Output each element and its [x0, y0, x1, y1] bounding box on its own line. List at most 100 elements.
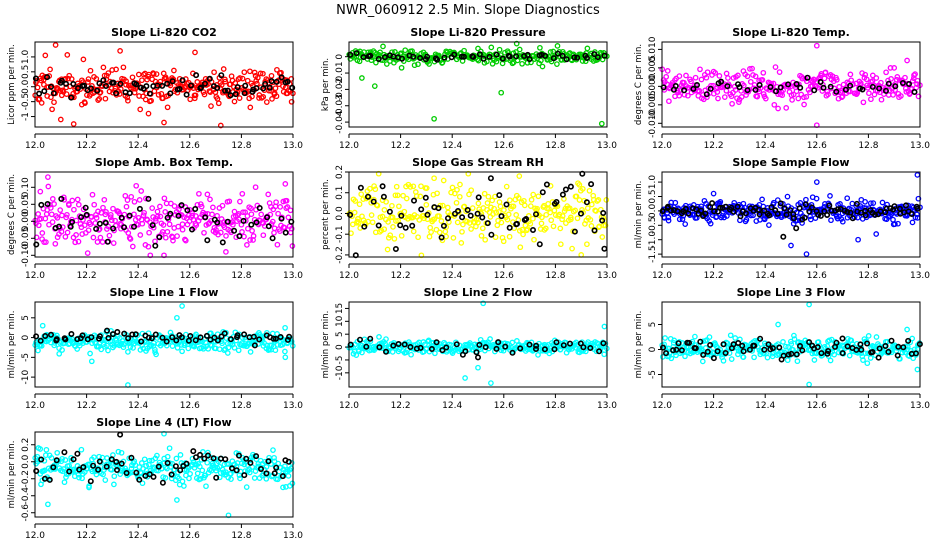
- panel-3-flagged-point: [102, 219, 109, 226]
- panel-1-xtick-label: 12.0: [339, 141, 359, 151]
- panel-3-all-point: [102, 211, 109, 218]
- panel-4-all-point: [492, 234, 499, 241]
- panel-0-flagged-point: [96, 80, 103, 87]
- panel-1-xtick-label: 12.2: [391, 141, 411, 151]
- panel-8-all-point: [720, 357, 727, 364]
- panel-3-points: [32, 174, 296, 259]
- panel-4-all-point: [588, 223, 595, 229]
- panel-2-all-point: [704, 69, 711, 76]
- panel-6-flagged-point: [192, 337, 199, 344]
- panel-9-flagged-point: [233, 467, 240, 474]
- panel-5: Slope Sample Flow 12.0 12.2 12.4 12.6 12.8 13.…: [634, 156, 930, 281]
- panel-7-flagged-point: [580, 344, 587, 351]
- panel-9-all-point: [177, 452, 184, 458]
- panel-5-all-point: [839, 218, 846, 225]
- panel-9-flagged-point: [247, 459, 254, 466]
- panel-6-all-point: [179, 348, 185, 355]
- panel-4-all-point: [551, 207, 558, 214]
- panel-0-flagged-point: [241, 90, 248, 97]
- panel-8-xtick-label: 13.0: [910, 401, 930, 411]
- panel-9-all-point: [154, 452, 160, 459]
- panel-0-xtick-label: 12.0: [25, 141, 45, 151]
- panel-1-flagged-point: [360, 54, 367, 61]
- panel-3-ytick-label: -0.10: [21, 243, 31, 267]
- panel-5-all-point: [844, 195, 851, 202]
- panel-4-flagged-point: [591, 227, 598, 234]
- panel-4-all-point: [410, 183, 417, 190]
- panel-4-flagged-point: [424, 211, 431, 218]
- panel-6-all-point: [224, 350, 231, 356]
- panel-4-all-point: [579, 186, 586, 192]
- panel-3-flagged-point: [121, 224, 128, 231]
- panel-5-all-point: [879, 199, 886, 206]
- panel-9-all-point: [162, 475, 169, 481]
- panel-5-all-point: [855, 236, 861, 243]
- panel-0-flagged-point: [133, 81, 140, 88]
- panel-6-flagged-point: [227, 336, 234, 343]
- panel-3-all-point: [72, 239, 79, 246]
- panel-8-flagged-point: [869, 348, 876, 355]
- panel-4-all-point: [396, 203, 402, 210]
- panel-5-flagged-point: [847, 209, 854, 216]
- panel-0-all-point: [148, 97, 154, 104]
- panel-7-flagged-point: [541, 346, 548, 353]
- panel-9-all-point: [138, 460, 145, 466]
- panel-6-title: Slope Line 1 Flow: [110, 286, 219, 299]
- panel-7-flagged-point: [566, 340, 573, 347]
- panel-3-flagged-point: [219, 239, 226, 246]
- panel-6-flagged-point: [42, 332, 49, 339]
- panel-4-all-point: [415, 234, 421, 241]
- panel-3-all-point: [59, 212, 65, 219]
- panel-9-ytick-label: -0.2: [21, 470, 31, 488]
- panel-4-flagged-point: [422, 194, 429, 201]
- panel-4-all-point: [520, 231, 526, 238]
- panel-1-flagged-point: [424, 53, 431, 60]
- panel-8-all-point: [780, 339, 786, 345]
- panel-7-all-point: [389, 349, 396, 355]
- panel-9-flagged-point: [257, 465, 264, 472]
- panel-9-flagged-point: [103, 463, 110, 470]
- panel-5-flagged-point: [908, 211, 915, 218]
- panel-3-all-point: [244, 242, 250, 248]
- panel-4-flagged-point: [375, 222, 382, 229]
- panel-8-flagged-point: [833, 339, 840, 346]
- panel-7-ytick-label: 10: [335, 315, 345, 327]
- panel-3-flagged-point: [136, 205, 143, 212]
- panel-9-flagged-point: [50, 464, 57, 471]
- panel-3-all-point: [226, 198, 233, 205]
- panel-3-all-point: [189, 210, 195, 216]
- panel-8-all-point: [864, 360, 871, 367]
- panel-8-flagged-point: [722, 349, 729, 356]
- panel-2-flagged-point: [804, 74, 811, 81]
- panel-4-flagged-point: [392, 246, 399, 253]
- panel-4-xtick-label: 12.2: [391, 271, 411, 281]
- panel-9-flagged-point: [164, 459, 171, 466]
- panel-4-flagged-point: [532, 211, 539, 218]
- panel-0-all-point: [100, 64, 107, 71]
- panel-5-ylabel: ml/min per min.: [634, 181, 644, 249]
- panel-1-flagged-point: [559, 52, 566, 59]
- panel-5-flagged-point: [853, 200, 860, 207]
- panel-3-all-point: [99, 239, 106, 245]
- panel-4-flagged-point: [418, 206, 425, 213]
- panel-1: Slope Li-820 Pressure 12.0 12.2 12.4 12.6 12.…: [321, 26, 617, 151]
- panel-8-all-point: [831, 351, 838, 358]
- panel-7-all-point: [448, 342, 454, 348]
- panel-9-all-point: [288, 460, 295, 466]
- panel-4-all-point: [443, 233, 449, 240]
- panel-9-flagged-point: [273, 464, 280, 471]
- panel-9-flagged-point: [243, 455, 250, 462]
- panel-6-frame: [34, 301, 294, 388]
- panel-9-all-point: [76, 474, 82, 481]
- panel-0-all-point: [34, 84, 41, 91]
- panel-5-flagged-point: [761, 207, 768, 214]
- panel-4-all-point: [449, 184, 456, 191]
- panel-7-flagged-point: [356, 336, 363, 343]
- panel-8-flagged-point: [761, 346, 768, 353]
- panel-2-all-point: [663, 73, 670, 80]
- panel-9-all-point: [141, 456, 148, 463]
- panel-4-all-point: [468, 187, 475, 194]
- panel-8-all-point: [668, 355, 675, 362]
- panel-1-flagged-point: [476, 51, 483, 58]
- panel-2-all-point: [902, 74, 908, 81]
